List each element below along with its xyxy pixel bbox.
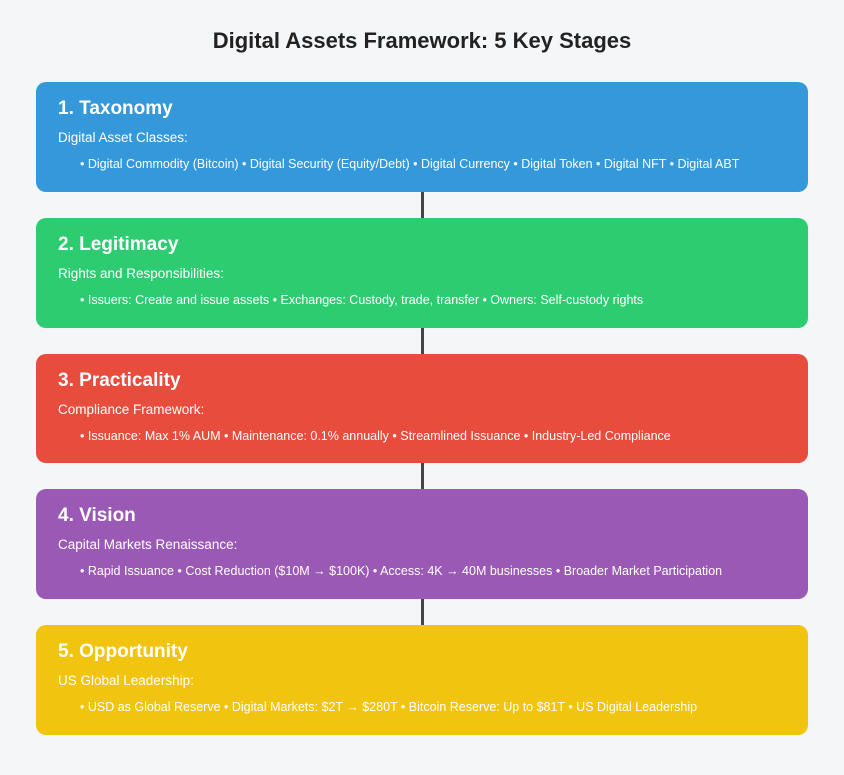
stage-items: • Rapid Issuance • Cost Reduction ($10M … <box>58 562 786 581</box>
stage-title: 3. Practicality <box>58 370 786 392</box>
stage-vision: 4. Vision Capital Markets Renaissance: •… <box>36 489 808 599</box>
stage-taxonomy: 1. Taxonomy Digital Asset Classes: • Dig… <box>36 82 808 192</box>
stage-items: • Issuers: Create and issue assets • Exc… <box>58 291 786 310</box>
stage-subtitle: Capital Markets Renaissance: <box>58 537 786 552</box>
stage-title: 4. Vision <box>58 505 786 527</box>
stage-opportunity: 5. Opportunity US Global Leadership: • U… <box>36 625 808 735</box>
stage-title: 2. Legitimacy <box>58 234 786 256</box>
connector <box>421 192 424 218</box>
stage-subtitle: Digital Asset Classes: <box>58 130 786 145</box>
stages-container: 1. Taxonomy Digital Asset Classes: • Dig… <box>36 82 808 735</box>
stage-items: • Digital Commodity (Bitcoin) • Digital … <box>58 155 786 174</box>
stage-legitimacy: 2. Legitimacy Rights and Responsibilitie… <box>36 218 808 328</box>
stage-title: 1. Taxonomy <box>58 98 786 120</box>
stage-title: 5. Opportunity <box>58 641 786 663</box>
connector <box>421 463 424 489</box>
connector <box>421 599 424 625</box>
stage-subtitle: US Global Leadership: <box>58 673 786 688</box>
connector <box>421 328 424 354</box>
stage-practicality: 3. Practicality Compliance Framework: • … <box>36 354 808 464</box>
stage-items: • Issuance: Max 1% AUM • Maintenance: 0.… <box>58 427 786 446</box>
stage-subtitle: Compliance Framework: <box>58 402 786 417</box>
page-title: Digital Assets Framework: 5 Key Stages <box>36 28 808 54</box>
stage-subtitle: Rights and Responsibilities: <box>58 266 786 281</box>
stage-items: • USD as Global Reserve • Digital Market… <box>58 698 786 717</box>
